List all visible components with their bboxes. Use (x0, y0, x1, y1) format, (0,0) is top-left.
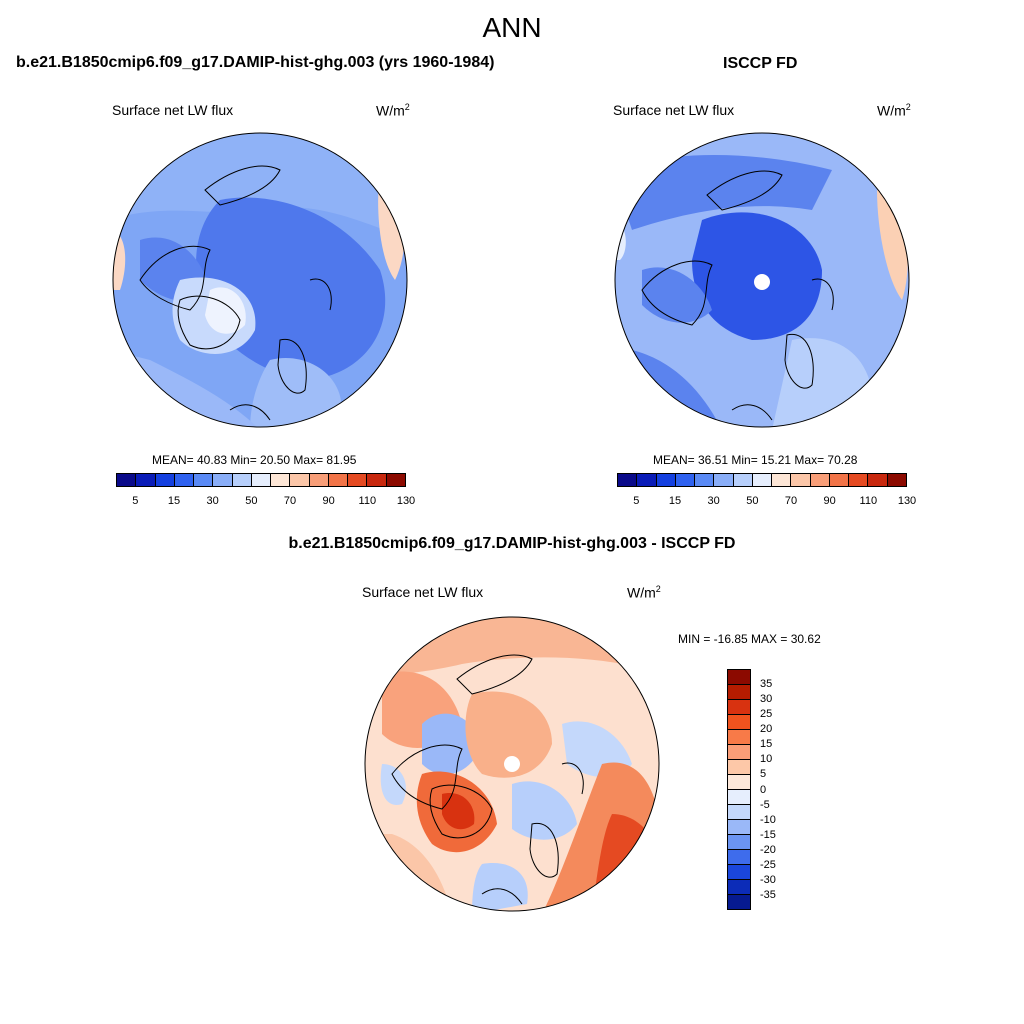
colorbar-tick-label: 15 (760, 738, 773, 751)
colorbar-swatch (728, 715, 750, 730)
colorbar-swatch (728, 760, 750, 775)
colorbar-swatch (791, 474, 811, 486)
colorbar-tick-label: 30 (760, 693, 773, 706)
left-panel-title: b.e21.B1850cmip6.f09_g17.DAMIP-hist-ghg.… (16, 54, 495, 71)
colorbar-tick-label: 70 (283, 495, 297, 507)
left-colorbar: 5 15 30 50 70 90 110 130 (116, 473, 415, 509)
colorbar-swatch (618, 474, 638, 486)
colorbar-swatch (728, 865, 750, 880)
colorbar-tick-label: 35 (760, 678, 773, 691)
colorbar-tick-label: 130 (396, 495, 416, 507)
right-variable-label: Surface net LW flux (613, 102, 735, 118)
colorbar-tick-label: 15 (668, 495, 682, 507)
colorbar-tick-label: 20 (760, 723, 773, 736)
colorbar-tick-label: 130 (897, 495, 917, 507)
colorbar-tick-label: 10 (760, 753, 773, 766)
colorbar-swatch (656, 474, 676, 486)
colorbar-swatch (675, 474, 696, 486)
colorbar-swatch (733, 474, 753, 486)
colorbar-swatch (772, 474, 792, 486)
colorbar-swatch (728, 745, 750, 760)
colorbar-tick-label: 5 (633, 495, 640, 507)
colorbar-tick-label: -10 (760, 813, 776, 826)
diff-units-label: W/m2 (627, 584, 661, 601)
colorbar-tick-label: -5 (760, 798, 770, 811)
colorbar-tick-label: 90 (823, 495, 836, 507)
colorbar-tick-label: 5 (760, 768, 767, 781)
colorbar-swatch (728, 775, 750, 790)
colorbar-tick-label: -20 (760, 843, 776, 856)
colorbar-swatch (810, 474, 830, 486)
colorbar-swatch (155, 474, 175, 486)
colorbar-tick-label: 0 (760, 783, 767, 796)
colorbar-swatch (309, 474, 329, 486)
colorbar-tick-label: 15 (167, 495, 181, 507)
colorbar-swatch (251, 474, 272, 486)
colorbar-tick-label: -35 (760, 888, 776, 901)
colorbar-swatch (752, 474, 773, 486)
colorbar-tick-label: 5 (132, 495, 139, 507)
diff-colorbar-ticks: 35 30 25 20 15 10 5 0 -5 -10 -15 -20 -25 -30 -35 (760, 669, 800, 910)
colorbar-swatch (290, 474, 310, 486)
colorbar-swatch (728, 895, 750, 909)
colorbar-tick-label: -15 (760, 828, 776, 841)
colorbar-tick-label: -25 (760, 858, 776, 871)
colorbar-swatch (174, 474, 195, 486)
colorbar-swatch (348, 474, 368, 486)
colorbar-swatch (136, 474, 156, 486)
colorbar-swatch (829, 474, 850, 486)
colorbar-swatch (728, 820, 750, 835)
colorbar-swatch (849, 474, 869, 486)
colorbar-swatch (328, 474, 349, 486)
diff-panel-title: b.e21.B1850cmip6.f09_g17.DAMIP-hist-ghg.… (288, 535, 736, 552)
colorbar-tick-label: 70 (784, 495, 798, 507)
colorbar-tick-label: 110 (859, 495, 878, 507)
right-units-label: W/m2 (877, 102, 911, 119)
colorbar-swatch (714, 474, 734, 486)
right-polar-map (614, 132, 910, 428)
colorbar-tick-label: 30 (707, 495, 720, 507)
left-units-label: W/m2 (376, 102, 410, 119)
right-stats: MEAN= 36.51 Min= 15.21 Max= 70.28 (653, 453, 858, 467)
colorbar-tick-label: 25 (760, 708, 773, 721)
colorbar-swatch (194, 474, 214, 486)
colorbar-tick-label: -30 (760, 873, 776, 886)
left-polar-map (112, 132, 408, 428)
colorbar-swatch (386, 474, 405, 486)
diff-stats: MIN = -16.85 MAX = 30.62 (678, 632, 821, 646)
colorbar-tick-label: 30 (206, 495, 219, 507)
colorbar-swatch (728, 850, 750, 865)
left-variable-label: Surface net LW flux (112, 102, 234, 118)
right-colorbar: 5 15 30 50 70 90 110 130 (617, 473, 916, 509)
colorbar-tick-label: 110 (358, 495, 377, 507)
colorbar-swatch (367, 474, 387, 486)
figure-title: ANN (482, 12, 542, 43)
colorbar-swatch (213, 474, 233, 486)
colorbar-swatch (637, 474, 657, 486)
colorbar-swatch (117, 474, 137, 486)
colorbar-swatch (728, 790, 750, 805)
colorbar-swatch (887, 474, 906, 486)
colorbar-swatch (728, 670, 750, 685)
diff-polar-map (364, 616, 660, 912)
diff-variable-label: Surface net LW flux (362, 584, 484, 600)
diff-colorbar (727, 669, 751, 910)
colorbar-swatch (728, 700, 750, 715)
colorbar-swatch (728, 880, 750, 895)
colorbar-swatch (695, 474, 715, 486)
left-stats: MEAN= 40.83 Min= 20.50 Max= 81.95 (152, 453, 357, 467)
colorbar-swatch (728, 805, 750, 820)
colorbar-swatch (232, 474, 252, 486)
colorbar-swatch (868, 474, 888, 486)
colorbar-swatch (728, 730, 750, 745)
colorbar-swatch (271, 474, 291, 486)
right-panel-title: ISCCP FD (723, 55, 798, 72)
colorbar-swatch (728, 835, 750, 850)
colorbar-tick-label: 50 (746, 495, 759, 507)
colorbar-tick-label: 50 (245, 495, 258, 507)
colorbar-swatch (728, 685, 750, 700)
colorbar-tick-label: 90 (322, 495, 335, 507)
